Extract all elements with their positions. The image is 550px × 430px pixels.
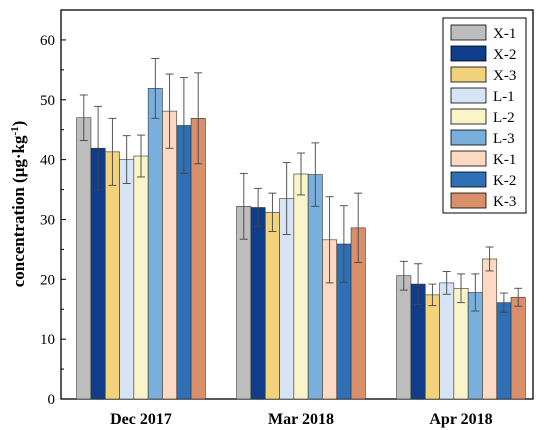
bar-X-1-2 (396, 275, 412, 400)
legend-label-L-1: L-1 (493, 89, 515, 105)
y-tick-label: 0 (48, 392, 56, 408)
legend-label-X-3: X-3 (493, 68, 516, 84)
legend-label-K-2: K-2 (493, 173, 516, 189)
y-axis-label: concentration (μg·kg-1) (9, 121, 28, 288)
legend-swatch-L-3 (450, 129, 487, 146)
legend-label-K-3: K-3 (493, 194, 516, 210)
bar-X-3-1 (264, 211, 280, 400)
error-bars-layer (79, 58, 523, 313)
y-axis: 0 10 20 30 40 50 60 (40, 33, 66, 408)
legend-label-X-1: X-1 (493, 26, 516, 42)
legend-swatch-K-3 (450, 192, 487, 209)
y-tick-label: 20 (40, 272, 55, 288)
y-tick-label: 50 (40, 93, 55, 109)
legend-swatch-L-2 (450, 108, 487, 125)
x-category-label: Mar 2018 (268, 411, 334, 428)
bar-L-2-0 (133, 155, 149, 400)
y-tick-label: 30 (40, 212, 55, 228)
bar-K-3-2 (510, 296, 526, 400)
bar-L-1-2 (439, 282, 455, 400)
bar-X-1-0 (76, 117, 92, 400)
legend-label-L-3: L-3 (493, 131, 515, 147)
bar-L-2-1 (293, 173, 309, 400)
legend-swatch-X-2 (450, 45, 487, 62)
legend-swatch-L-1 (450, 87, 487, 104)
bar-L-3-0 (147, 88, 163, 400)
bar-X-3-0 (104, 151, 120, 400)
x-category-label: Apr 2018 (429, 411, 492, 428)
bar-K-1-0 (162, 110, 178, 400)
legend-swatch-K-2 (450, 171, 487, 188)
bar-L-1-0 (119, 159, 135, 400)
legend: X-1 X-2 X-3 L-1 L-2 L-3 K-1 K-2 K-3 (442, 17, 527, 214)
y-axis-label-superscript: -1 (9, 126, 21, 135)
y-tick-label: 10 (40, 332, 55, 348)
y-tick-label: 40 (40, 153, 55, 169)
legend-label-K-1: K-1 (493, 152, 516, 168)
bar-X-3-2 (424, 294, 440, 400)
legend-swatch-K-1 (450, 150, 487, 167)
bars-layer (76, 88, 526, 400)
x-axis: Dec 2017 Mar 2018 Apr 2018 (110, 411, 493, 428)
legend-swatch-X-3 (450, 66, 487, 83)
bar-K-2-2 (496, 302, 512, 400)
legend-swatch-X-1 (450, 24, 487, 41)
bar-L-3-1 (307, 174, 323, 400)
y-tick-label: 60 (40, 33, 55, 49)
y-axis-label-end: ) (9, 121, 28, 127)
y-axis-label-main: concentration (μg·kg (9, 135, 28, 287)
bar-L-2-2 (453, 287, 469, 400)
legend-label-X-2: X-2 (493, 47, 516, 63)
x-category-label: Dec 2017 (110, 411, 172, 428)
bar-K-1-2 (482, 258, 498, 400)
legend-label-L-2: L-2 (493, 110, 515, 126)
bar-X-2-1 (250, 207, 266, 400)
